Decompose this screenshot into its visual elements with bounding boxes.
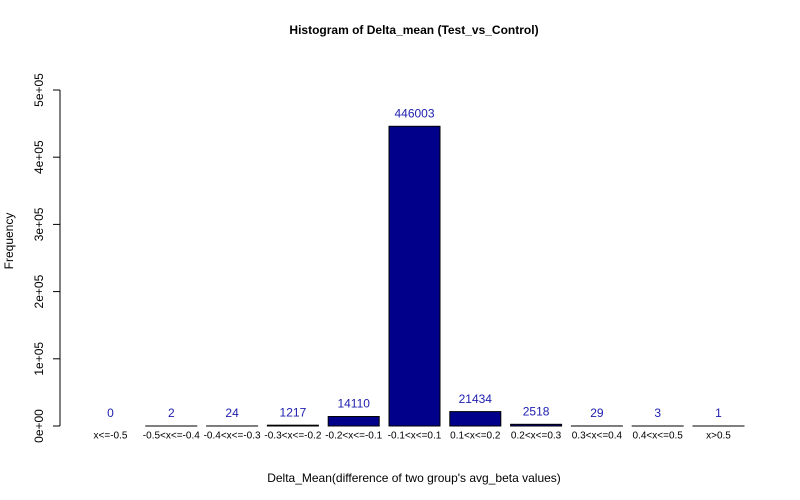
- x-tick-label: -0.2<x<=-0.1: [325, 431, 382, 442]
- chart-title: Histogram of Delta_mean (Test_vs_Control…: [289, 23, 538, 37]
- x-tick-label: 0.2<x<=0.3: [511, 431, 562, 442]
- y-tick-label: 0e+00: [32, 409, 46, 443]
- value-label: 1: [715, 406, 722, 420]
- value-label: 1217: [280, 405, 307, 419]
- y-tick-label: 3e+05: [32, 207, 46, 241]
- x-tick-label: 0.4<x<=0.5: [633, 431, 684, 442]
- y-tick-label: 2e+05: [32, 274, 46, 308]
- x-tick-label: -0.1<x<=0.1: [388, 431, 442, 442]
- x-tick-label: x<=-0.5: [94, 431, 128, 442]
- value-label: 24: [225, 406, 239, 420]
- value-label: 14110: [337, 397, 370, 411]
- bar: [388, 125, 441, 427]
- value-label: 2: [168, 406, 175, 420]
- bar: [449, 411, 502, 427]
- x-tick-label: x>0.5: [706, 431, 731, 442]
- x-tick-label: 0.1<x<=0.2: [450, 431, 501, 442]
- value-label: 446003: [394, 106, 434, 120]
- value-label: 2518: [523, 404, 550, 418]
- x-tick-label: -0.5<x<=-0.4: [143, 431, 200, 442]
- y-tick-label: 5e+05: [32, 73, 46, 107]
- y-tick-label: 1e+05: [32, 342, 46, 376]
- x-tick-label: 0.3<x<=0.4: [572, 431, 623, 442]
- value-label: 3: [654, 406, 661, 420]
- x-tick-label: -0.4<x<=-0.3: [204, 431, 261, 442]
- value-label: 0: [107, 406, 114, 420]
- bar: [266, 424, 319, 427]
- y-axis-label: Frequency: [2, 213, 16, 270]
- value-label: 29: [590, 406, 604, 420]
- bar: [327, 416, 380, 427]
- x-axis-label: Delta_Mean(difference of two group's avg…: [267, 471, 561, 485]
- x-tick-label: -0.3<x<=-0.2: [264, 431, 321, 442]
- bar: [510, 423, 563, 427]
- y-tick-label: 4e+05: [32, 140, 46, 174]
- value-label: 21434: [459, 392, 493, 406]
